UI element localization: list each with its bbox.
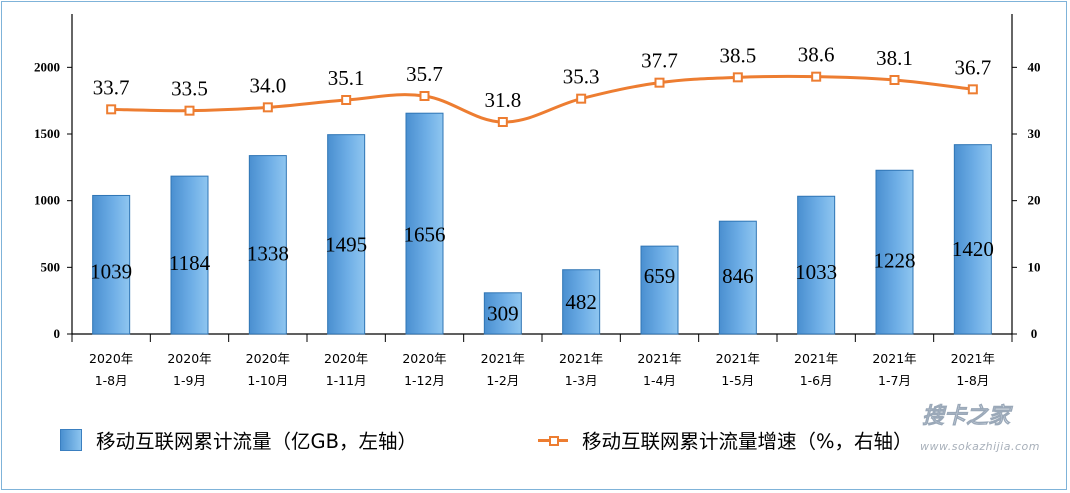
legend-label-traffic: 移动互联网累计流量（亿GB，左轴）	[96, 430, 417, 453]
bar	[405, 112, 444, 335]
growth-marker	[576, 93, 587, 104]
bar-data-label: 659	[644, 264, 676, 288]
x-tick-label-period: 1-12月	[404, 373, 445, 388]
x-tick-label-year: 2020年	[89, 351, 133, 366]
watermark-logo: 搜卡之家 www.sokazhijia.com	[920, 404, 1040, 453]
growth-marker	[106, 104, 117, 115]
x-tick-label-year: 2021年	[637, 351, 681, 366]
x-tick-label-period: 1-11月	[326, 373, 367, 388]
line-data-label: 38.5	[719, 43, 756, 67]
x-tick-label-year: 2021年	[481, 351, 525, 366]
x-tick-label-year: 2020年	[324, 351, 368, 366]
growth-marker	[811, 71, 822, 82]
x-tick-label-year: 2020年	[402, 351, 446, 366]
growth-marker	[732, 72, 743, 83]
line-data-label: 37.7	[641, 49, 678, 73]
bar-data-label: 1495	[325, 232, 367, 256]
line-data-label: 35.3	[563, 65, 600, 89]
x-tick-label-period: 1-10月	[247, 373, 288, 388]
bar-data-label: 1228	[874, 248, 916, 272]
x-tick-label-period: 1-8月	[95, 373, 128, 388]
x-tick-label-period: 1-7月	[878, 373, 911, 388]
y-right-tick-label: 30	[1028, 126, 1041, 141]
line-data-label: 35.7	[406, 62, 443, 86]
bar	[483, 292, 522, 335]
y-left-tick-label: 500	[41, 259, 61, 274]
bar	[640, 245, 679, 335]
x-tick-label-period: 1-2月	[486, 373, 519, 388]
x-tick-label-period: 1-9月	[173, 373, 206, 388]
growth-marker	[654, 77, 665, 88]
line-data-label: 35.1	[328, 66, 365, 90]
legend-line-swatch	[538, 430, 568, 450]
x-tick-label-year: 2021年	[794, 351, 838, 366]
bar-data-label: 1338	[247, 242, 289, 266]
y-right-tick-label: 10	[1028, 259, 1041, 274]
bar-data-label: 1184	[169, 251, 211, 275]
bar-data-label: 482	[565, 290, 597, 314]
line-data-label: 34.0	[249, 73, 286, 97]
line-data-label: 33.5	[171, 77, 208, 101]
legend-item-growth: 移动互联网累计流量增速（%，右轴）	[538, 425, 913, 454]
bar	[170, 175, 209, 335]
y-left-tick-label: 1000	[34, 193, 60, 208]
growth-marker	[497, 117, 508, 127]
line-data-label: 36.7	[954, 55, 991, 79]
y-right-tick-label: 20	[1028, 193, 1041, 208]
line-data-label: 31.8	[484, 88, 521, 112]
legend-label-growth: 移动互联网累计流量增速（%，右轴）	[582, 430, 913, 453]
line-data-label: 38.6	[798, 43, 835, 67]
x-tick-label-period: 1-3月	[565, 373, 598, 388]
line-data-label: 38.1	[876, 46, 913, 70]
y-right-tick-label: 0	[1031, 326, 1038, 341]
line-data-label: 33.7	[93, 75, 130, 99]
growth-marker	[889, 75, 900, 85]
bar-data-label: 1420	[952, 237, 994, 261]
x-tick-label-period: 1-8月	[956, 373, 989, 388]
x-tick-label-year: 2020年	[167, 351, 211, 366]
bar	[562, 269, 601, 335]
growth-line	[111, 74, 974, 124]
growth-marker	[341, 95, 352, 105]
x-tick-label-year: 2021年	[559, 351, 603, 366]
y-right-tick-label: 40	[1028, 59, 1041, 74]
y-left-tick-label: 0	[54, 326, 61, 341]
bar	[248, 155, 287, 335]
bar-data-label: 309	[487, 301, 519, 325]
growth-marker	[184, 105, 195, 116]
x-tick-label-year: 2021年	[716, 351, 760, 366]
bar	[875, 169, 914, 335]
legend-item-traffic: 移动互联网累计流量（亿GB，左轴）	[60, 425, 417, 454]
combo-chart: 0 500 1000 1500 2000 0 10 20 30 40 2020年 1-8月 2020年 1…	[34, 14, 1041, 388]
bar	[327, 134, 366, 335]
x-tick-label-period: 1-5月	[721, 373, 754, 388]
bar	[92, 194, 131, 335]
x-tick-label-year: 2021年	[872, 351, 916, 366]
y-left-tick-label: 1500	[34, 126, 60, 141]
bar-data-label: 1033	[795, 260, 837, 284]
growth-marker	[262, 102, 273, 113]
x-tick-label-year: 2021年	[951, 351, 995, 366]
legend-bar-swatch	[60, 428, 82, 451]
growth-marker	[419, 91, 430, 101]
bar	[797, 195, 836, 335]
bar	[718, 220, 757, 335]
legend: 移动互联网累计流量（亿GB，左轴） 移动互联网累计流量增速（%，右轴）	[60, 425, 1060, 457]
x-tick-label-period: 1-4月	[643, 373, 676, 388]
growth-marker	[967, 84, 978, 95]
y-left-tick-label: 2000	[34, 59, 60, 74]
x-tick-label-period: 1-6月	[800, 373, 833, 388]
x-tick-label-year: 2020年	[246, 351, 290, 366]
bar-data-label: 846	[722, 264, 754, 288]
bar-data-label: 1656	[404, 223, 446, 247]
bar	[953, 144, 992, 335]
bar-data-label: 1039	[90, 260, 132, 284]
